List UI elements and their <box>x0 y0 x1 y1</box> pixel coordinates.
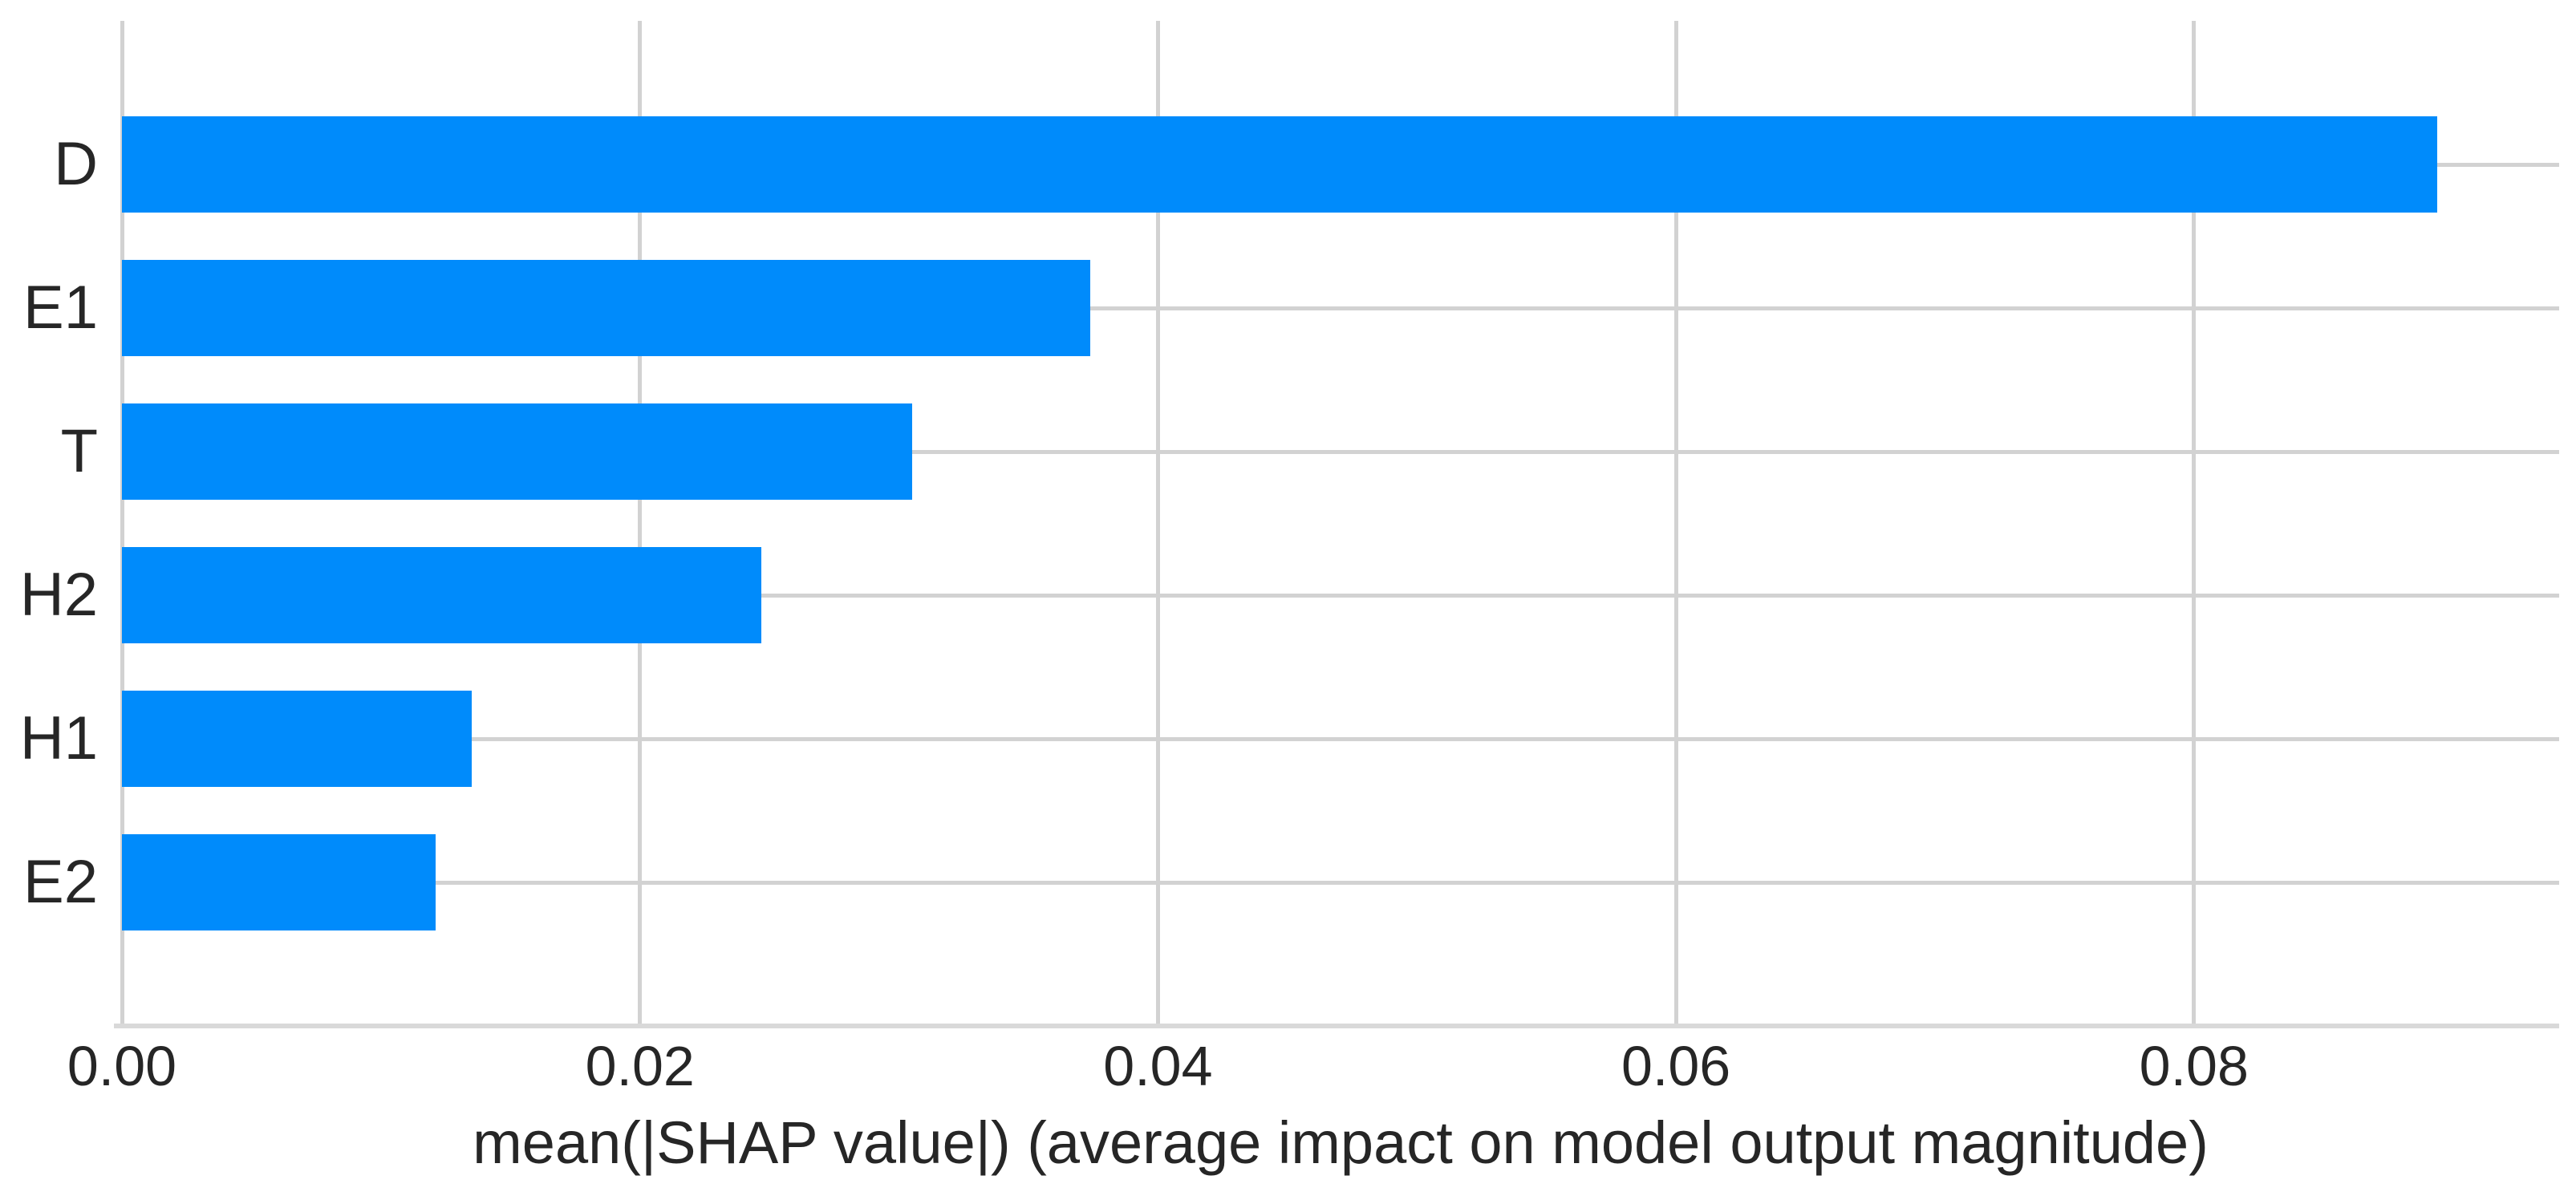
y-tick-label-T: T <box>60 417 98 485</box>
y-tick-label-H2: H2 <box>19 561 98 629</box>
bar-H1 <box>122 691 472 787</box>
x-gridline-0.06 <box>1673 21 1678 1026</box>
y-gridline-H1 <box>122 736 2559 741</box>
y-gridline-E1 <box>122 306 2559 310</box>
y-gridline-T <box>122 449 2559 454</box>
x-tick-label: 0.02 <box>585 1035 695 1097</box>
x-tick-label: 0.00 <box>67 1035 177 1097</box>
bar-D <box>122 116 2438 213</box>
x-gridline-0.08 <box>2192 21 2197 1026</box>
bar-E1 <box>122 260 1091 356</box>
plot-area <box>114 21 2559 1028</box>
bar-T <box>122 403 912 500</box>
bar-E2 <box>122 834 436 930</box>
x-tick-label: 0.08 <box>2139 1035 2249 1097</box>
bar-H2 <box>122 547 762 643</box>
x-tick-label: 0.06 <box>1621 1035 1731 1097</box>
y-tick-label-D: D <box>54 130 98 198</box>
x-gridline-0.04 <box>1155 21 1160 1026</box>
x-axis-title: mean(|SHAP value|) (average impact on mo… <box>473 1109 2209 1176</box>
y-tick-label-E2: E2 <box>23 848 98 916</box>
x-tick-label: 0.04 <box>1103 1035 1213 1097</box>
x-gridline-0.00 <box>120 21 124 1026</box>
y-tick-label-H1: H1 <box>19 704 98 772</box>
y-gridline-E2 <box>122 880 2559 885</box>
x-axis-line <box>114 1024 2559 1028</box>
y-tick-label-E1: E1 <box>23 274 98 342</box>
y-gridline-H2 <box>122 593 2559 598</box>
x-gridline-0.02 <box>638 21 643 1026</box>
